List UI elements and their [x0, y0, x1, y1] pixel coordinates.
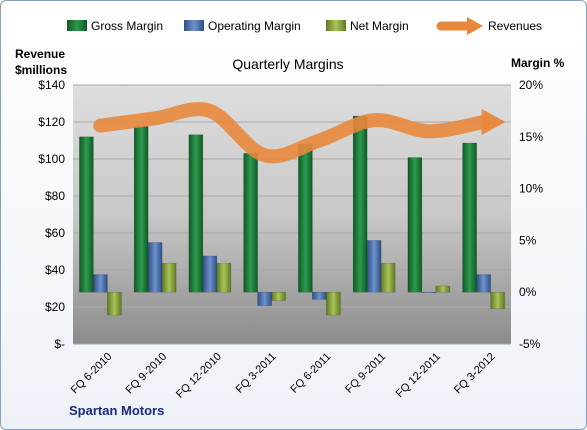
right-tick-label: 10%	[519, 182, 543, 196]
right-tick-label: -5%	[519, 337, 541, 351]
x-tick-label: FQ 12-2010	[174, 351, 224, 401]
legend-swatch-net-margin	[326, 20, 346, 31]
revenue-line-group	[93, 102, 506, 164]
bar-net-margin	[380, 262, 396, 293]
bar-net-margin	[107, 291, 122, 316]
bar-gross-margin	[298, 143, 313, 293]
x-tick-label: FQ 9-2010	[124, 351, 170, 397]
bar-operating-margin	[421, 291, 437, 293]
right-tick-label: 20%	[519, 78, 543, 92]
bar-net-margin	[435, 285, 451, 293]
bar-net-margin	[271, 291, 286, 301]
bar-net-margin	[216, 262, 232, 293]
x-tick-label: FQ 3-2011	[234, 351, 279, 396]
x-tick-label: FQ 6-2011	[288, 351, 333, 396]
x-tick-label: FQ 3-2012	[452, 351, 498, 397]
x-tick-label: FQ 6-2010	[69, 351, 115, 397]
legend-item-revenues: Revenues	[436, 17, 542, 35]
left-tick-label: $100	[38, 152, 65, 166]
left-tick-label: $140	[38, 78, 65, 92]
bar-net-margin	[326, 291, 341, 316]
legend-label-revenues: Revenues	[488, 19, 542, 33]
right-tick-label: 5%	[519, 233, 537, 247]
bar-operating-margin	[476, 274, 491, 293]
bar-gross-margin	[79, 136, 94, 293]
x-axis-ticks: FQ 6-2010 FQ 9-2010 FQ 12-2010 FQ 3-2011 FQ …	[69, 351, 498, 401]
legend-item-operating-margin: Operating Margin	[184, 19, 301, 33]
bar-operating-margin	[257, 291, 272, 306]
bars	[79, 115, 505, 316]
right-tick-label: 0%	[519, 285, 537, 299]
revenue-line	[93, 102, 491, 164]
company-label: Spartan Motors	[69, 403, 164, 418]
legend-label-operating-margin: Operating Margin	[208, 19, 301, 33]
chart-title: Quarterly Margins	[232, 56, 343, 72]
left-axis-ticks: $- $20 $40 $60 $80 $100 $120 $140	[38, 78, 65, 351]
bar-operating-margin	[312, 291, 327, 300]
bar-gross-margin	[188, 134, 204, 293]
right-axis-title: Margin %	[511, 56, 565, 70]
legend: Gross Margin Operating Margin Net Margin…	[67, 17, 542, 35]
bar-operating-margin	[93, 274, 108, 293]
legend-label-gross-margin: Gross Margin	[91, 19, 163, 33]
right-tick-label: 15%	[519, 130, 543, 144]
bar-gross-margin	[243, 153, 258, 293]
legend-arrowhead-revenues	[467, 17, 483, 35]
legend-item-gross-margin: Gross Margin	[67, 19, 163, 33]
bar-gross-margin	[352, 115, 368, 293]
x-tick-label: FQ 9-2011	[343, 351, 388, 396]
bar-net-margin	[161, 262, 177, 293]
legend-swatch-operating-margin	[184, 20, 204, 31]
right-axis-ticks: -5% 0% 5% 10% 15% 20%	[519, 78, 543, 351]
left-tick-label: $120	[38, 115, 65, 129]
bar-operating-margin	[147, 242, 163, 293]
left-axis-title-line1: Revenue	[15, 47, 65, 61]
bar-operating-margin	[366, 240, 382, 293]
left-tick-label: $60	[45, 226, 65, 240]
left-tick-label: $20	[45, 300, 65, 314]
legend-swatch-gross-margin	[67, 20, 87, 31]
left-tick-label: $80	[45, 189, 65, 203]
legend-item-net-margin: Net Margin	[326, 19, 409, 33]
bar-net-margin	[490, 291, 505, 310]
bar-operating-margin	[202, 255, 218, 293]
legend-label-net-margin: Net Margin	[350, 19, 409, 33]
revenue-arrowhead	[481, 109, 506, 135]
bar-gross-margin	[462, 142, 477, 293]
left-axis-title-line2: $millions	[15, 63, 67, 77]
bar-gross-margin	[407, 157, 423, 293]
x-tick-label: FQ 12-2011	[394, 351, 443, 400]
left-tick-label: $40	[45, 263, 65, 277]
left-tick-label: $-	[54, 337, 65, 351]
bar-gross-margin	[133, 126, 149, 293]
